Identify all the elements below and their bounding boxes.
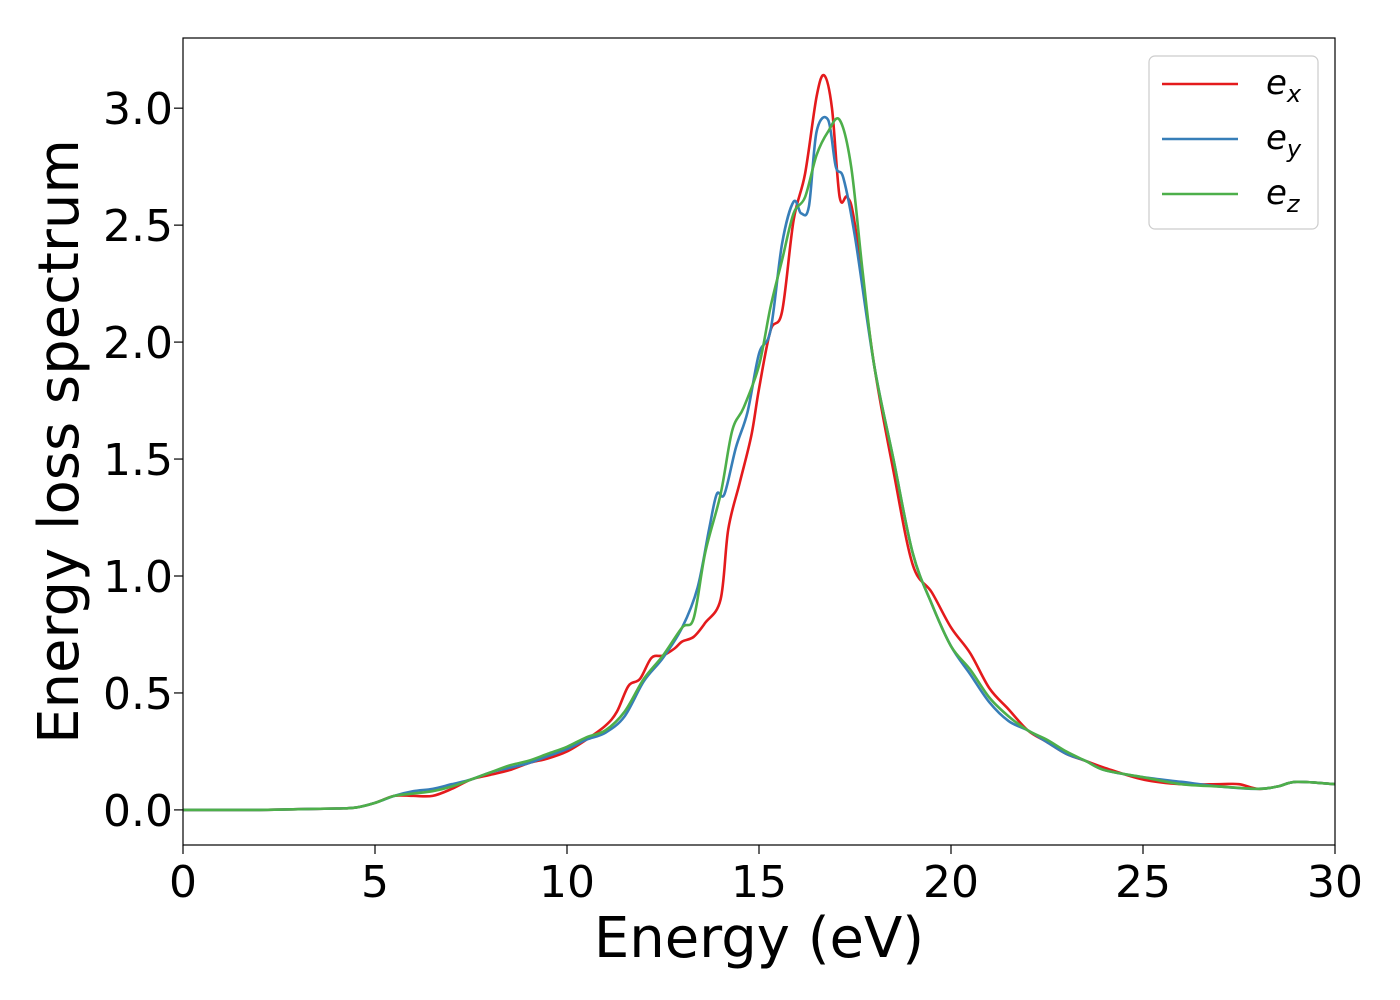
series-layer [183, 73, 1335, 812]
y-tick-label: 2.5 [103, 201, 173, 252]
legend-label-z: ez [1266, 173, 1301, 218]
y-tick-label: 0.5 [103, 669, 173, 720]
y-axis-ticks: 0.0 0.5 1.0 1.5 2.0 2.5 3.0 [103, 84, 183, 837]
x-tick-label: 10 [539, 857, 595, 908]
x-axis-title: Energy (eV) [594, 906, 924, 971]
x-axis-ticks: 0 5 10 15 20 25 30 [169, 845, 1363, 908]
x-tick-label: 5 [361, 857, 389, 908]
y-tick-label: 1.0 [103, 552, 173, 603]
x-tick-label: 20 [923, 857, 979, 908]
legend-label-y: ey [1266, 118, 1302, 163]
legend-label-x: ex [1266, 63, 1302, 108]
legend: ex ey ez [1148, 55, 1319, 230]
y-tick-label: 0.0 [103, 786, 173, 837]
y-tick-label: 2.0 [103, 318, 173, 369]
y-axis-title: Energy loss spectrum [27, 139, 92, 744]
x-tick-label: 0 [169, 857, 197, 908]
series-line-z [183, 117, 1335, 812]
x-tick-label: 25 [1115, 857, 1171, 908]
x-tick-label: 30 [1307, 857, 1363, 908]
y-tick-label: 1.5 [103, 435, 173, 486]
series-line-y [183, 115, 1335, 812]
x-tick-label: 15 [731, 857, 787, 908]
y-tick-label: 3.0 [103, 84, 173, 135]
legend-box [1148, 55, 1319, 230]
